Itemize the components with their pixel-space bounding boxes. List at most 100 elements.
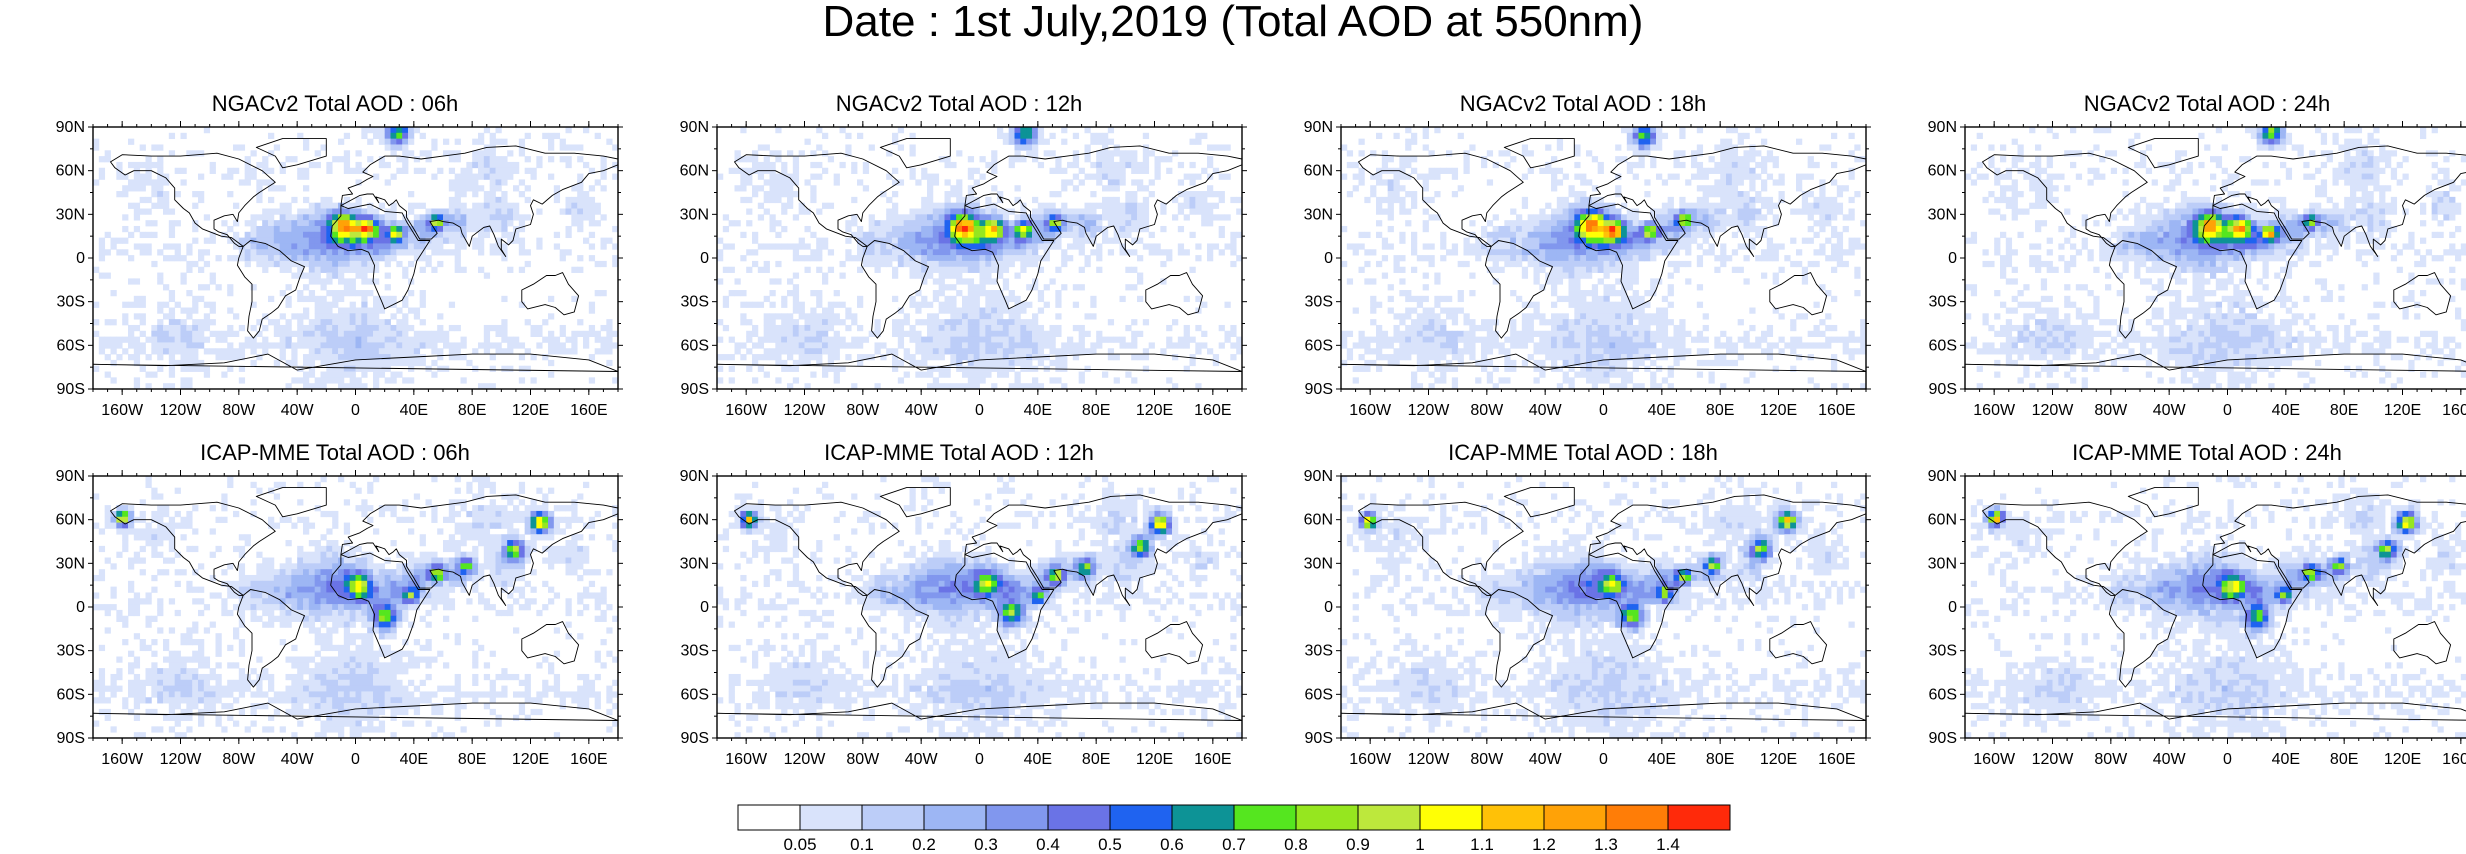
coastline — [879, 138, 951, 169]
lon-label: 160W — [101, 402, 144, 419]
coastline — [964, 494, 1242, 606]
aod-map: 90N 60N 30N 0 30S 60S 90S 160W 120W 80W 40W 0 40E 80E… — [56, 119, 623, 419]
coastline — [1341, 353, 1866, 372]
lon-label: 40E — [1024, 751, 1052, 768]
colorbar-swatch — [1419, 804, 1483, 831]
coastline — [1769, 272, 1828, 316]
lon-label: 80E — [458, 751, 486, 768]
coastline — [1588, 145, 1866, 257]
lat-label: 0 — [76, 250, 85, 267]
panel-title: NGACv2 Total AOD : 18h — [1459, 91, 1707, 116]
lat-label: 90S — [1305, 730, 1333, 747]
lon-label: 40W — [905, 751, 939, 768]
lon-label: 0 — [975, 751, 984, 768]
aod-field — [1341, 127, 1866, 389]
panel-title: NGACv2 Total AOD : 06h — [211, 91, 459, 116]
lon-label: 160E — [1194, 402, 1231, 419]
coastline — [1578, 203, 1679, 310]
lon-label: 40E — [400, 402, 428, 419]
lat-label: 30S — [681, 294, 709, 311]
lat-label: 30S — [57, 643, 85, 660]
colorbar-label: 1.1 — [1470, 835, 1494, 852]
lon-label: 120W — [1408, 751, 1451, 768]
lon-label: 40W — [281, 402, 315, 419]
lon-label: 80W — [1470, 751, 1504, 768]
lat-label: 60N — [680, 512, 709, 529]
lon-label: 120E — [1136, 751, 1173, 768]
colorbar-label: 0.9 — [1346, 835, 1370, 852]
colorbar-swatch — [1109, 804, 1173, 831]
lat-label: 60S — [681, 337, 709, 354]
lat-label: 90N — [1304, 468, 1333, 485]
lat-label: 60S — [1305, 686, 1333, 703]
lon-label: 160E — [570, 751, 607, 768]
colorbar-label: 1.2 — [1532, 835, 1556, 852]
coastline — [340, 494, 618, 606]
coastline — [2202, 552, 2303, 659]
lon-label: 40E — [1024, 402, 1052, 419]
coastline — [717, 353, 1242, 372]
coastline — [340, 145, 618, 257]
lat-label: 30S — [1929, 294, 1957, 311]
lat-label: 90N — [1928, 119, 1957, 136]
colorbar-swatch — [861, 804, 925, 831]
colorbar-swatch — [1047, 804, 1111, 831]
lon-label: 80E — [2330, 402, 2358, 419]
coastline — [2393, 621, 2452, 665]
lat-label: 30S — [1305, 294, 1333, 311]
lat-label: 30S — [1929, 643, 1957, 660]
coastline — [2212, 145, 2466, 257]
coastline — [1358, 152, 1524, 247]
coastline — [1145, 621, 1204, 665]
lon-label: 120E — [512, 402, 549, 419]
lat-label: 60N — [680, 163, 709, 180]
lat-label: 30N — [56, 555, 85, 572]
lon-label: 160W — [725, 402, 768, 419]
lat-label: 90N — [680, 119, 709, 136]
lon-label: 80E — [458, 402, 486, 419]
lat-label: 30S — [681, 643, 709, 660]
colorbar-swatch — [1357, 804, 1421, 831]
aod-map: 90N 60N 30N 0 30S 60S 90S 160W 120W 80W 40W 0 40E 80E… — [1304, 119, 1871, 419]
coastline — [2108, 589, 2177, 688]
coastlines — [1341, 487, 1866, 721]
aod-map: 90N 60N 30N 0 30S 60S 90S 160W 120W 80W 40W 0 40E 80E… — [1928, 468, 2466, 768]
coastline — [1503, 487, 1575, 518]
lat-label: 90S — [57, 730, 85, 747]
lat-label: 90N — [56, 119, 85, 136]
lon-label: 40E — [1648, 402, 1676, 419]
lon-label: 40E — [2272, 402, 2300, 419]
lon-label: 80W — [1470, 402, 1504, 419]
lat-label: 60N — [1304, 512, 1333, 529]
lon-label: 80W — [222, 751, 256, 768]
lat-label: 60N — [56, 512, 85, 529]
lon-label: 0 — [351, 402, 360, 419]
lat-label: 90S — [1305, 381, 1333, 398]
coastline — [954, 203, 1055, 310]
colorbar-label: 0.05 — [783, 835, 816, 852]
colorbar-swatch — [1171, 804, 1235, 831]
coastline — [2127, 487, 2199, 518]
lon-label: 120E — [1136, 402, 1173, 419]
lon-label: 120E — [1760, 402, 1797, 419]
coastline — [964, 145, 1242, 257]
lat-label: 90N — [56, 468, 85, 485]
lon-label: 40E — [1648, 751, 1676, 768]
coastlines — [93, 138, 618, 372]
lon-label: 80W — [2094, 751, 2128, 768]
colorbar-label: 0.2 — [912, 835, 936, 852]
lat-label: 90S — [1929, 381, 1957, 398]
lat-label: 90N — [1928, 468, 1957, 485]
lat-label: 0 — [1948, 250, 1957, 267]
lat-label: 0 — [76, 599, 85, 616]
colorbar: 0.05 0.1 0.2 0.3 0.4 0.5 0.6 0.7 0.8 0.9 1 1.1 1.2 1.… — [737, 804, 1731, 852]
lat-label: 30N — [56, 206, 85, 223]
lat-label: 0 — [1948, 599, 1957, 616]
coastline — [1484, 589, 1553, 688]
lon-label: 80W — [846, 402, 880, 419]
panel-title: ICAP-MME Total AOD : 24h — [2072, 440, 2342, 465]
lat-label: 90S — [1929, 730, 1957, 747]
coastline — [1769, 621, 1828, 665]
coastline — [2108, 240, 2177, 339]
lat-label: 60S — [681, 686, 709, 703]
